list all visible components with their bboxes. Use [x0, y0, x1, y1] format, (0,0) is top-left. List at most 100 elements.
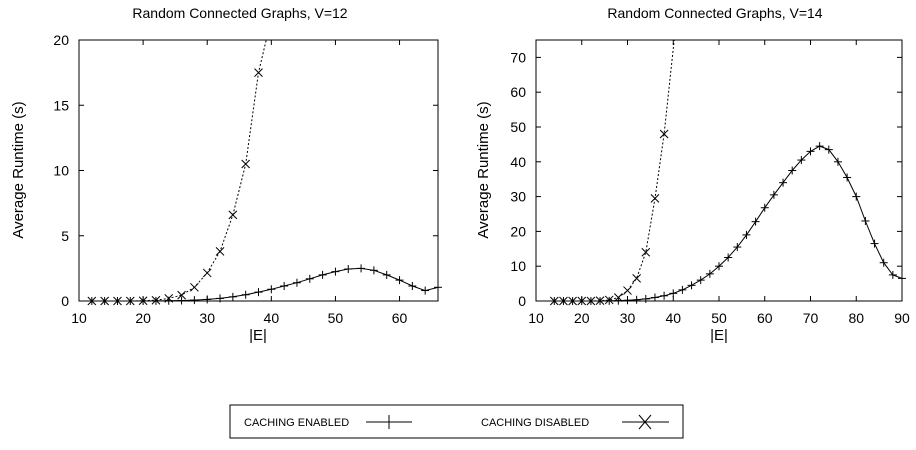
x-tick-label: 30: [199, 310, 215, 326]
legend-box: [229, 404, 684, 439]
data-point-caching-enabled: [760, 203, 769, 212]
data-point-caching-enabled: [888, 270, 897, 279]
data-point-caching-enabled: [177, 296, 186, 305]
data-point-caching-enabled: [779, 178, 788, 187]
data-point-caching-disabled: [549, 296, 559, 306]
chart-title: Random Connected Graphs, V=12: [132, 5, 347, 21]
data-point-caching-enabled: [280, 281, 289, 290]
data-point-caching-enabled: [678, 285, 687, 294]
data-point-caching-disabled: [559, 296, 568, 306]
x-tick-label: 60: [392, 310, 408, 326]
data-point-caching-enabled: [898, 274, 906, 283]
data-point-caching-enabled: [733, 243, 742, 252]
data-point-caching-disabled: [177, 290, 186, 300]
chart-title: Random Connected Graphs, V=14: [607, 5, 822, 21]
data-point-caching-enabled: [292, 278, 301, 287]
data-point-caching-enabled: [318, 270, 327, 279]
data-point-caching-disabled: [568, 296, 577, 306]
chart-v14: Random Connected Graphs, V=14 10 20 30 40 50…: [475, 5, 910, 344]
x-tick-label: 20: [574, 310, 590, 326]
data-point-caching-enabled: [344, 265, 353, 274]
x-tick-label: 10: [528, 310, 544, 326]
data-point-caching-enabled: [382, 270, 391, 279]
x-tick-label: 40: [665, 310, 681, 326]
data-point-caching-enabled: [395, 276, 404, 285]
data-point-caching-enabled: [267, 285, 276, 294]
data-point-caching-enabled: [879, 258, 888, 267]
data-point-caching-disabled: [190, 282, 199, 292]
data-point-caching-enabled: [434, 283, 442, 292]
data-point-caching-disabled: [641, 247, 651, 257]
y-tick-label: 70: [510, 49, 526, 65]
y-tick-label: 30: [510, 189, 526, 205]
data-point-caching-enabled: [669, 289, 678, 298]
legend-marker-caching-enabled: [366, 415, 412, 429]
legend-marker-caching-disabled: [622, 414, 669, 430]
data-point-caching-disabled: [100, 296, 109, 306]
data-point-caching-enabled: [369, 266, 378, 275]
data-point-caching-disabled: [151, 295, 161, 305]
y-tick-label: 60: [510, 84, 526, 100]
data-point-caching-enabled: [824, 145, 833, 154]
data-point-caching-enabled: [228, 292, 237, 301]
data-point-caching-enabled: [632, 295, 641, 304]
y-tick-label: 50: [510, 119, 526, 135]
x-tick-label: 30: [620, 310, 636, 326]
data-point-caching-enabled: [687, 281, 696, 290]
data-point-caching-disabled: [202, 268, 212, 278]
data-point-caching-disabled: [113, 296, 122, 306]
data-point-caching-enabled: [641, 294, 650, 303]
y-axis-label: Average Runtime (s): [10, 101, 27, 238]
data-point-caching-disabled: [87, 296, 97, 306]
series-group: [549, 40, 906, 306]
data-point-caching-enabled: [203, 295, 212, 304]
data-point-caching-enabled: [751, 217, 760, 226]
data-point-caching-enabled: [833, 157, 842, 166]
data-point-caching-disabled: [125, 296, 135, 306]
series-line-caching-disabled: [554, 40, 675, 301]
y-tick-label: 10: [510, 258, 526, 274]
series-group: [87, 40, 442, 306]
chart-v12: Random Connected Graphs, V=12 10 20 30 40 50…: [10, 5, 442, 344]
x-tick-label: 40: [264, 310, 280, 326]
data-point-caching-enabled: [605, 296, 614, 305]
x-axis-label: |E|: [249, 327, 267, 344]
x-tick-label: 80: [848, 310, 864, 326]
data-point-caching-enabled: [843, 173, 852, 182]
series-line-caching-enabled: [91, 267, 438, 301]
data-point-caching-disabled: [241, 159, 251, 169]
plot-frame: [78, 39, 439, 302]
data-point-caching-disabled: [613, 293, 623, 302]
data-point-caching-enabled: [357, 264, 366, 273]
y-tick-label: 15: [53, 97, 69, 113]
legend-label-caching-enabled: CACHING ENABLED: [244, 417, 349, 429]
data-point-caching-enabled: [815, 142, 824, 151]
x-tick-label: 10: [71, 310, 87, 326]
y-tick-label: 10: [53, 163, 69, 179]
y-tick-label: 20: [53, 32, 69, 48]
data-point-caching-disabled: [228, 210, 238, 220]
data-point-caching-enabled: [797, 156, 806, 165]
data-point-caching-enabled: [806, 147, 815, 156]
data-point-caching-enabled: [241, 290, 250, 299]
data-point-caching-disabled: [604, 295, 614, 305]
data-point-caching-disabled: [650, 193, 660, 203]
y-axis-label: Average Runtime (s): [475, 101, 492, 238]
x-tick-label: 20: [135, 310, 151, 326]
series-line-caching-disabled: [91, 40, 267, 301]
data-point-caching-disabled: [623, 286, 632, 295]
x-axis-label: |E|: [710, 327, 728, 344]
x-tick-label: 50: [711, 310, 727, 326]
data-point-caching-disabled: [577, 296, 587, 306]
data-point-caching-enabled: [216, 294, 225, 303]
axis-ticks: 10 20 30 40 50 60 0 5 10 15 20: [53, 32, 438, 326]
data-point-caching-enabled: [421, 286, 430, 295]
data-point-caching-enabled: [724, 253, 733, 262]
y-tick-label: 0: [61, 293, 69, 309]
x-tick-label: 60: [757, 310, 773, 326]
data-point-caching-disabled: [659, 129, 669, 139]
plot-frame: [535, 39, 903, 302]
data-point-caching-enabled: [705, 269, 714, 278]
data-point-caching-disabled: [595, 296, 605, 306]
